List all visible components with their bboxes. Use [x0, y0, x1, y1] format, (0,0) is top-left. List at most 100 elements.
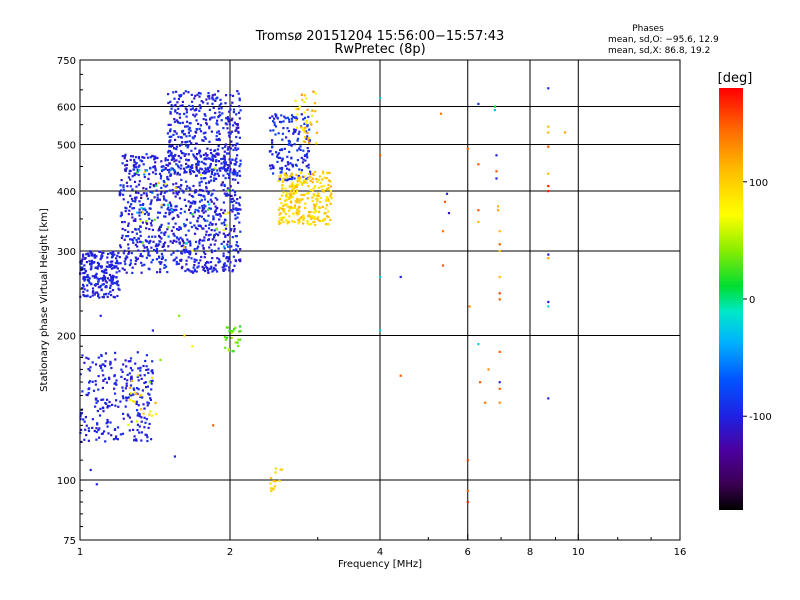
- echo-point: [307, 166, 310, 169]
- echo-point: [111, 274, 114, 277]
- echo-point: [220, 222, 223, 225]
- echo-point: [90, 259, 93, 262]
- echo-point: [274, 467, 278, 470]
- echo-point: [214, 167, 217, 170]
- echo-point: [325, 204, 329, 207]
- echo-point: [288, 206, 291, 209]
- echo-point: [105, 281, 108, 284]
- echo-point: [156, 199, 159, 202]
- echo-point: [329, 202, 332, 205]
- echo-point: [141, 264, 144, 267]
- echo-point: [226, 148, 229, 151]
- echo-point: [284, 178, 287, 181]
- echo-point: [205, 233, 208, 236]
- echo-point: [498, 275, 501, 279]
- echo-point: [98, 436, 101, 439]
- echo-point: [178, 241, 181, 244]
- echo-point: [151, 235, 154, 238]
- echo-point: [174, 103, 177, 107]
- echo-point: [183, 246, 186, 249]
- echo-point: [143, 381, 146, 385]
- echo-point: [123, 155, 127, 158]
- echo-point: [99, 284, 102, 287]
- echo-point: [207, 200, 210, 203]
- echo-point: [305, 154, 308, 157]
- echo-point: [281, 468, 284, 471]
- echo-point: [211, 156, 214, 159]
- echo-point: [172, 133, 175, 136]
- echo-point: [234, 217, 237, 220]
- echo-point: [83, 264, 86, 267]
- echo-point: [302, 193, 306, 197]
- echo-point: [209, 162, 212, 166]
- echo-point: [111, 403, 114, 406]
- echo-point: [135, 172, 138, 175]
- echo-point: [205, 230, 208, 233]
- echo-point: [116, 267, 119, 270]
- echo-point: [137, 379, 140, 382]
- echo-point: [130, 392, 133, 395]
- echo-point: [189, 240, 192, 243]
- echo-point: [108, 400, 111, 404]
- echo-point: [111, 252, 114, 255]
- echo-point: [141, 255, 144, 258]
- echo-point: [121, 386, 124, 389]
- echo-point: [85, 261, 88, 264]
- echo-point: [124, 153, 127, 156]
- echo-point: [210, 194, 213, 197]
- echo-point: [325, 196, 329, 199]
- echo-point: [324, 199, 328, 202]
- echo-point: [150, 224, 153, 227]
- echo-point: [294, 99, 297, 102]
- echo-point: [162, 184, 165, 187]
- echo-point: [139, 408, 143, 411]
- echo-point: [229, 147, 233, 150]
- echo-point: [147, 235, 150, 238]
- echo-point: [186, 250, 189, 254]
- echo-point: [135, 171, 139, 174]
- echo-point: [160, 206, 163, 209]
- echo-point: [189, 221, 192, 224]
- echo-point: [188, 140, 191, 143]
- echo-point: [224, 169, 227, 172]
- echo-point: [286, 205, 289, 208]
- echo-point: [219, 114, 222, 117]
- echo-point: [314, 223, 317, 227]
- echo-point: [224, 234, 227, 237]
- echo-point: [296, 209, 299, 212]
- echo-point: [136, 420, 139, 423]
- echo-point: [209, 221, 212, 224]
- echo-point: [151, 258, 154, 261]
- echo-point: [152, 240, 155, 243]
- echo-point: [122, 186, 125, 189]
- echo-point: [94, 274, 97, 277]
- echo-point: [231, 172, 234, 175]
- echo-point: [107, 252, 110, 256]
- echo-point: [96, 277, 99, 280]
- echo-point: [130, 155, 133, 158]
- echo-point: [149, 397, 152, 400]
- echo-point: [123, 268, 126, 271]
- echo-point: [130, 203, 133, 206]
- echo-point: [547, 145, 550, 148]
- echo-point: [296, 113, 299, 116]
- echo-point: [173, 234, 176, 237]
- echo-point: [145, 169, 148, 172]
- echo-point: [174, 195, 177, 198]
- echo-point: [128, 209, 131, 212]
- echo-point: [104, 377, 107, 380]
- echo-point: [189, 242, 192, 245]
- echo-point: [288, 120, 291, 123]
- echo-point: [145, 368, 148, 372]
- echo-point: [110, 278, 113, 281]
- echo-point: [313, 205, 317, 208]
- echo-point: [204, 177, 207, 180]
- echo-point: [216, 119, 219, 122]
- echo-point: [172, 226, 175, 229]
- echo-point: [178, 173, 181, 176]
- echo-point: [132, 241, 135, 244]
- echo-point: [217, 247, 220, 250]
- echo-point: [234, 194, 237, 197]
- echo-point: [195, 270, 198, 273]
- echo-point: [293, 186, 296, 189]
